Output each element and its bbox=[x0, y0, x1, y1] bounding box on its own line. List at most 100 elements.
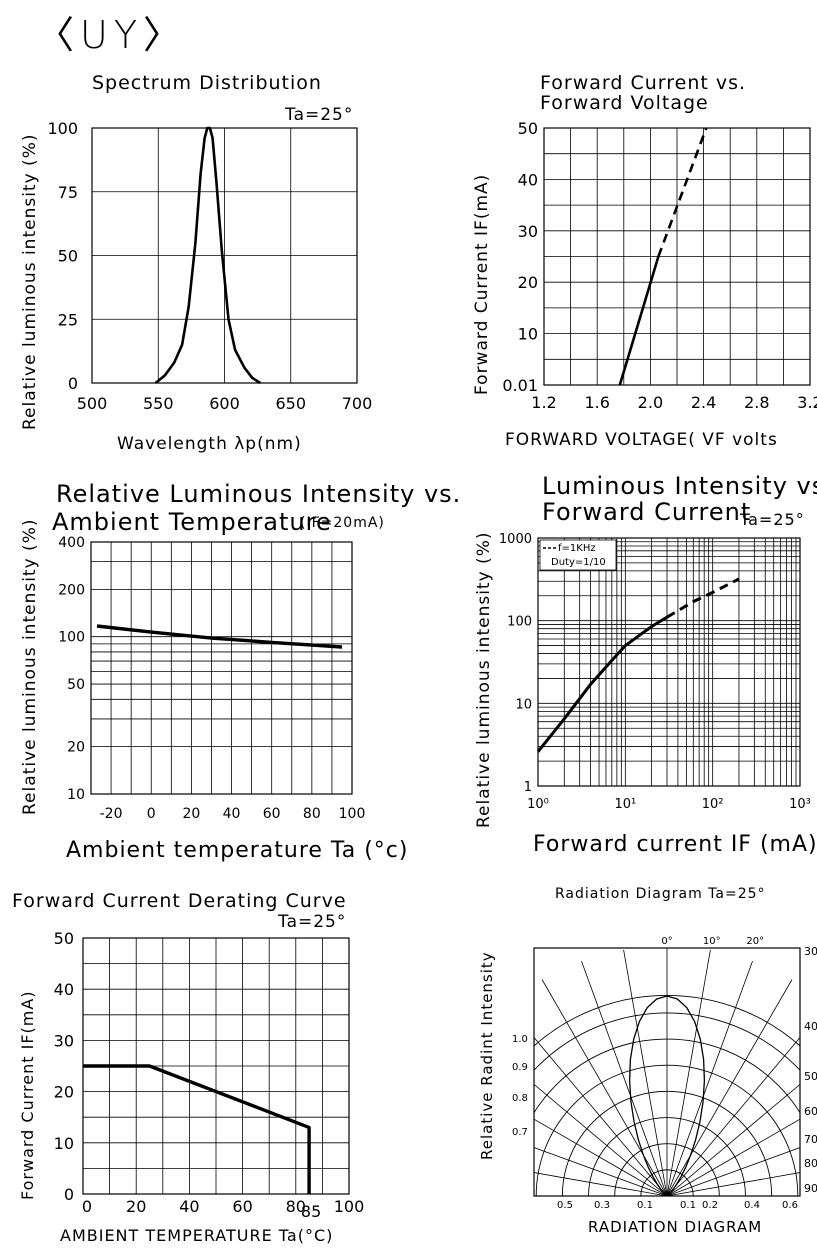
radiation-bottom-label: 0.1 bbox=[680, 1200, 696, 1211]
temp-xlabel: Ambient temperature Ta (°c) bbox=[66, 838, 409, 863]
temp-x-tick-label: 40 bbox=[223, 806, 241, 822]
radiation-spoke bbox=[541, 979, 668, 1196]
derating-x-tick-label: 0 bbox=[82, 1197, 92, 1216]
radiation-spoke bbox=[666, 1172, 800, 1196]
temp-frame bbox=[90, 541, 353, 795]
radiation-grid bbox=[534, 948, 800, 1196]
li-y-tick-label: 1000 bbox=[499, 532, 532, 547]
li-series-line bbox=[536, 615, 668, 753]
li-x-tick-label: 10⁰ bbox=[527, 797, 549, 812]
radiation-spoke bbox=[666, 1036, 800, 1196]
spectrum-title: Spectrum Distribution bbox=[92, 72, 322, 94]
radiation-angle-label: 70 bbox=[804, 1133, 817, 1146]
radiation-spoke bbox=[581, 960, 668, 1196]
derating-y-tick-label: 20 bbox=[54, 1083, 74, 1102]
radiation-radial-label: 1.0 bbox=[512, 1034, 528, 1045]
li-legend-entry: Duty=1/10 bbox=[551, 557, 606, 568]
radiation-radial-label: 0.8 bbox=[512, 1093, 528, 1104]
derating-y-tick-label: 0 bbox=[64, 1185, 74, 1204]
temp-x-tick-label: 80 bbox=[303, 806, 321, 822]
radiation-angle-label: 20° bbox=[746, 936, 764, 947]
derating-x-tick-label: 100 bbox=[334, 1197, 365, 1216]
temp-x-tick-label: 100 bbox=[339, 806, 366, 822]
temp-title-line2: Ambient Temperature bbox=[52, 508, 332, 536]
derating-series-line bbox=[83, 1064, 311, 1194]
radiation-bottom-label: 0.2 bbox=[702, 1200, 718, 1211]
derating-x-tick-label: 60 bbox=[232, 1197, 252, 1216]
iv-y-tick-label: 40 bbox=[518, 170, 538, 189]
radiation-spoke bbox=[534, 1147, 668, 1196]
radiation-bottom-label: 0.4 bbox=[744, 1200, 760, 1211]
radiation-lobe-line bbox=[628, 995, 706, 1196]
derating-x-tick-label: 40 bbox=[179, 1197, 199, 1216]
radiation-angle-label: 10° bbox=[703, 936, 721, 947]
li-series-line bbox=[666, 577, 740, 619]
derating-y-tick-label: 30 bbox=[54, 1031, 74, 1050]
radiation-spoke bbox=[534, 1036, 668, 1196]
li-title: Luminous Intensity vs bbox=[542, 472, 817, 500]
temp-x-tick-label: -20 bbox=[100, 806, 123, 822]
iv-y-tick-label: 50 bbox=[518, 119, 538, 138]
spectrum-y-tick-label: 25 bbox=[58, 310, 78, 329]
radiation-xlabel: RADIATION DIAGRAM bbox=[588, 1218, 763, 1236]
li-title-line2: Forward Current bbox=[542, 498, 752, 526]
iv-y-tick-label: 20 bbox=[518, 273, 538, 292]
radiation-bottom-label: 0.5 bbox=[557, 1200, 573, 1211]
temp-x-tick-label: 60 bbox=[263, 806, 281, 822]
radiation-angle-label: 0° bbox=[661, 936, 672, 947]
li-xlabel: Forward current IF (mA) bbox=[533, 832, 817, 857]
spectrum-series-line bbox=[154, 126, 261, 385]
li-frame bbox=[537, 537, 801, 787]
radiation-angle-label: 90 bbox=[804, 1182, 817, 1195]
derating-xlabel: AMBIENT TEMPERATURE Ta(°C) bbox=[60, 1226, 334, 1245]
li-x-tick-label: 10² bbox=[702, 797, 724, 812]
derating-x-tick-label: 85 bbox=[301, 1202, 321, 1221]
temp-title: Relative Luminous Intensity vs. bbox=[56, 480, 462, 508]
iv-y-tick-label: 10 bbox=[518, 325, 538, 344]
iv-title: Forward Current vs. bbox=[540, 72, 747, 94]
derating-x-tick-label: 20 bbox=[126, 1197, 146, 1216]
li-legend-entry: f=1KHz bbox=[558, 543, 596, 554]
radiation-radial-label: 0.7 bbox=[512, 1127, 528, 1138]
temp-x-tick-label: 0 bbox=[147, 806, 156, 822]
part-code-header: 〈UY〉 bbox=[36, 13, 188, 57]
temp-y-tick-label: 400 bbox=[58, 535, 85, 551]
iv-x-tick-label: 2.4 bbox=[691, 393, 716, 412]
derating-x-tick-label: 80 bbox=[286, 1197, 306, 1216]
radiation-title: Radiation Diagram Ta=25° bbox=[555, 886, 766, 902]
li-condition: Ta=25° bbox=[740, 510, 805, 529]
iv-y-tick-label: 0.01 bbox=[502, 376, 538, 395]
derating-title: Forward Current Derating Curve bbox=[12, 890, 347, 912]
radiation-spoke bbox=[534, 1083, 668, 1196]
radiation-spoke bbox=[666, 979, 793, 1196]
spectrum-condition: Ta=25° bbox=[285, 105, 354, 125]
iv-x-tick-label: 2.0 bbox=[638, 393, 663, 412]
radiation-frame bbox=[533, 947, 801, 1197]
radiation-spoke bbox=[534, 1172, 668, 1196]
derating-y-tick-label: 40 bbox=[54, 980, 74, 999]
temp-y-tick-label: 100 bbox=[58, 630, 85, 646]
temp-y-tick-label: 50 bbox=[67, 677, 85, 693]
iv-x-tick-label: 1.2 bbox=[531, 393, 556, 412]
iv-title-line2: Forward Voltage bbox=[540, 92, 709, 114]
iv-x-tick-label: 3.2 bbox=[797, 393, 817, 412]
iv-series-line bbox=[618, 256, 660, 386]
iv-x-tick-label: 1.6 bbox=[584, 393, 609, 412]
spectrum-x-tick-label: 700 bbox=[342, 394, 373, 413]
radiation-spoke bbox=[666, 960, 753, 1196]
radiation-angle-label: 60 bbox=[804, 1105, 817, 1118]
li-y-tick-label: 1 bbox=[524, 780, 532, 795]
derating-condition: Ta=25° bbox=[278, 912, 347, 932]
temp-y-tick-label: 200 bbox=[58, 582, 85, 598]
radiation-angle-label: 30° bbox=[804, 945, 817, 958]
temp-y-tick-label: 20 bbox=[67, 740, 85, 756]
radiation-spoke bbox=[534, 1118, 668, 1196]
temp-series-line bbox=[96, 624, 343, 649]
derating-y-tick-label: 10 bbox=[54, 1134, 74, 1153]
radiation-radial-label: 0.9 bbox=[512, 1062, 528, 1073]
spectrum-y-tick-label: 75 bbox=[58, 183, 78, 202]
temp-x-tick-label: 20 bbox=[182, 806, 200, 822]
